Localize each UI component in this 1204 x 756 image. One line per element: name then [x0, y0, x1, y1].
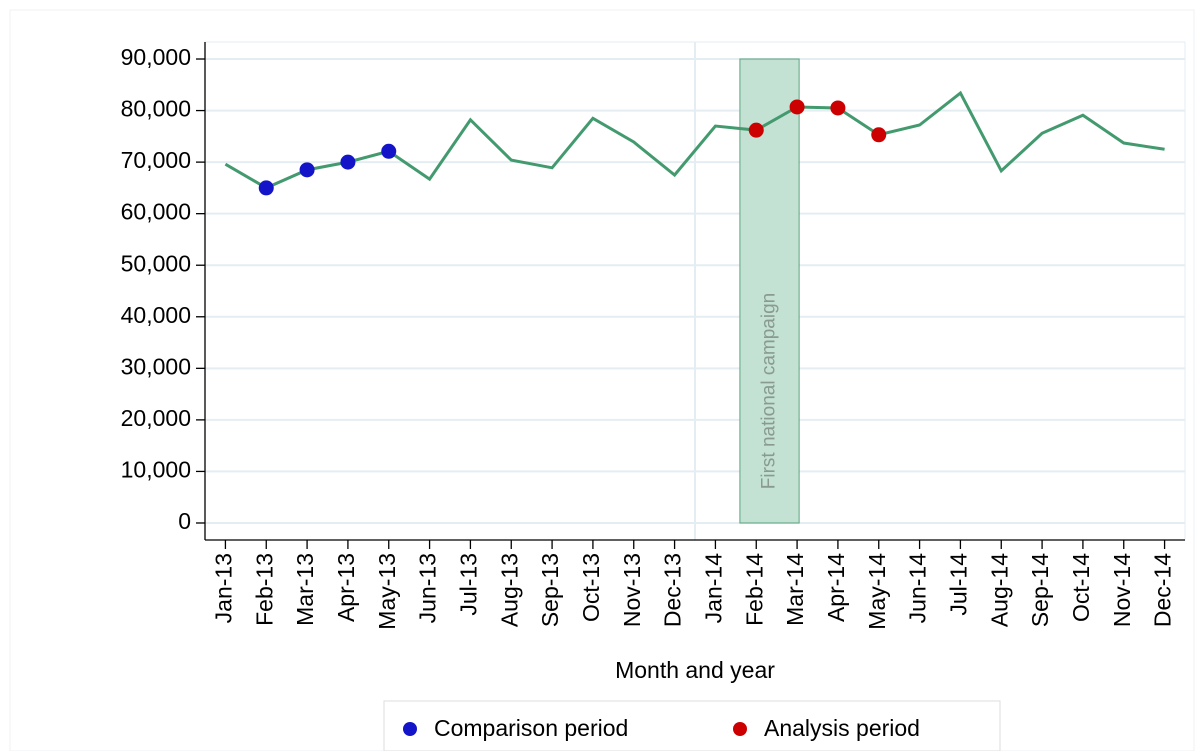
- x-tick-label: Aug-13: [496, 553, 522, 627]
- legend-label: Analysis period: [764, 715, 920, 741]
- y-tick-label: 60,000: [121, 199, 191, 225]
- x-tick-label: Nov-14: [1109, 553, 1135, 627]
- x-axis-title: Month and year: [615, 657, 775, 683]
- legend-box: [383, 700, 1001, 752]
- x-tick-label: Apr-13: [333, 553, 359, 622]
- x-tick-label: Apr-14: [823, 553, 849, 622]
- x-tick-label: Feb-14: [741, 553, 767, 626]
- data-point: [830, 100, 846, 116]
- y-tick-label: 90,000: [121, 44, 191, 70]
- x-tick-label: Jan-14: [700, 553, 726, 624]
- x-tick-label: Oct-13: [578, 553, 604, 622]
- y-tick-label: 20,000: [121, 405, 191, 431]
- x-tick-label: Jun-13: [415, 553, 441, 623]
- x-tick-label: May-14: [864, 553, 890, 630]
- x-tick-label: Jul-13: [455, 553, 481, 616]
- data-point: [381, 143, 397, 159]
- y-tick-label: 50,000: [121, 250, 191, 276]
- x-tick-label: Jun-14: [905, 553, 931, 624]
- x-tick-label: Aug-14: [986, 553, 1012, 627]
- legend-label: Comparison period: [434, 715, 628, 741]
- x-tick-label: Jul-14: [945, 553, 971, 616]
- x-tick-label: Oct-14: [1068, 553, 1094, 622]
- legend-marker: [733, 722, 747, 736]
- x-tick-label: Feb-13: [251, 553, 277, 626]
- x-tick-label: Nov-13: [619, 553, 645, 627]
- x-tick-label: Mar-13: [292, 553, 318, 626]
- x-tick-label: Dec-14: [1150, 553, 1176, 627]
- y-tick-label: 0: [178, 508, 191, 534]
- x-tick-label: Sep-14: [1027, 553, 1053, 627]
- y-tick-label: 70,000: [121, 147, 191, 173]
- x-tick-label: May-13: [374, 553, 400, 630]
- data-point: [258, 180, 274, 196]
- y-tick-label: 10,000: [121, 457, 191, 483]
- y-tick-label: 80,000: [121, 96, 191, 122]
- data-point: [340, 154, 356, 170]
- data-point: [748, 122, 764, 138]
- y-tick-label: 40,000: [121, 302, 191, 328]
- x-tick-label: Sep-13: [537, 553, 563, 627]
- y-tick-label: 30,000: [121, 353, 191, 379]
- data-point: [299, 162, 315, 178]
- x-tick-label: Jan-13: [210, 553, 236, 623]
- campaign-band: [739, 58, 800, 524]
- legend-marker: [403, 722, 417, 736]
- band-label: First national campaign: [759, 293, 780, 489]
- data-point: [871, 127, 887, 143]
- x-tick-label: Dec-13: [660, 553, 686, 627]
- x-tick-label: Mar-14: [782, 553, 808, 626]
- data-point: [789, 99, 805, 115]
